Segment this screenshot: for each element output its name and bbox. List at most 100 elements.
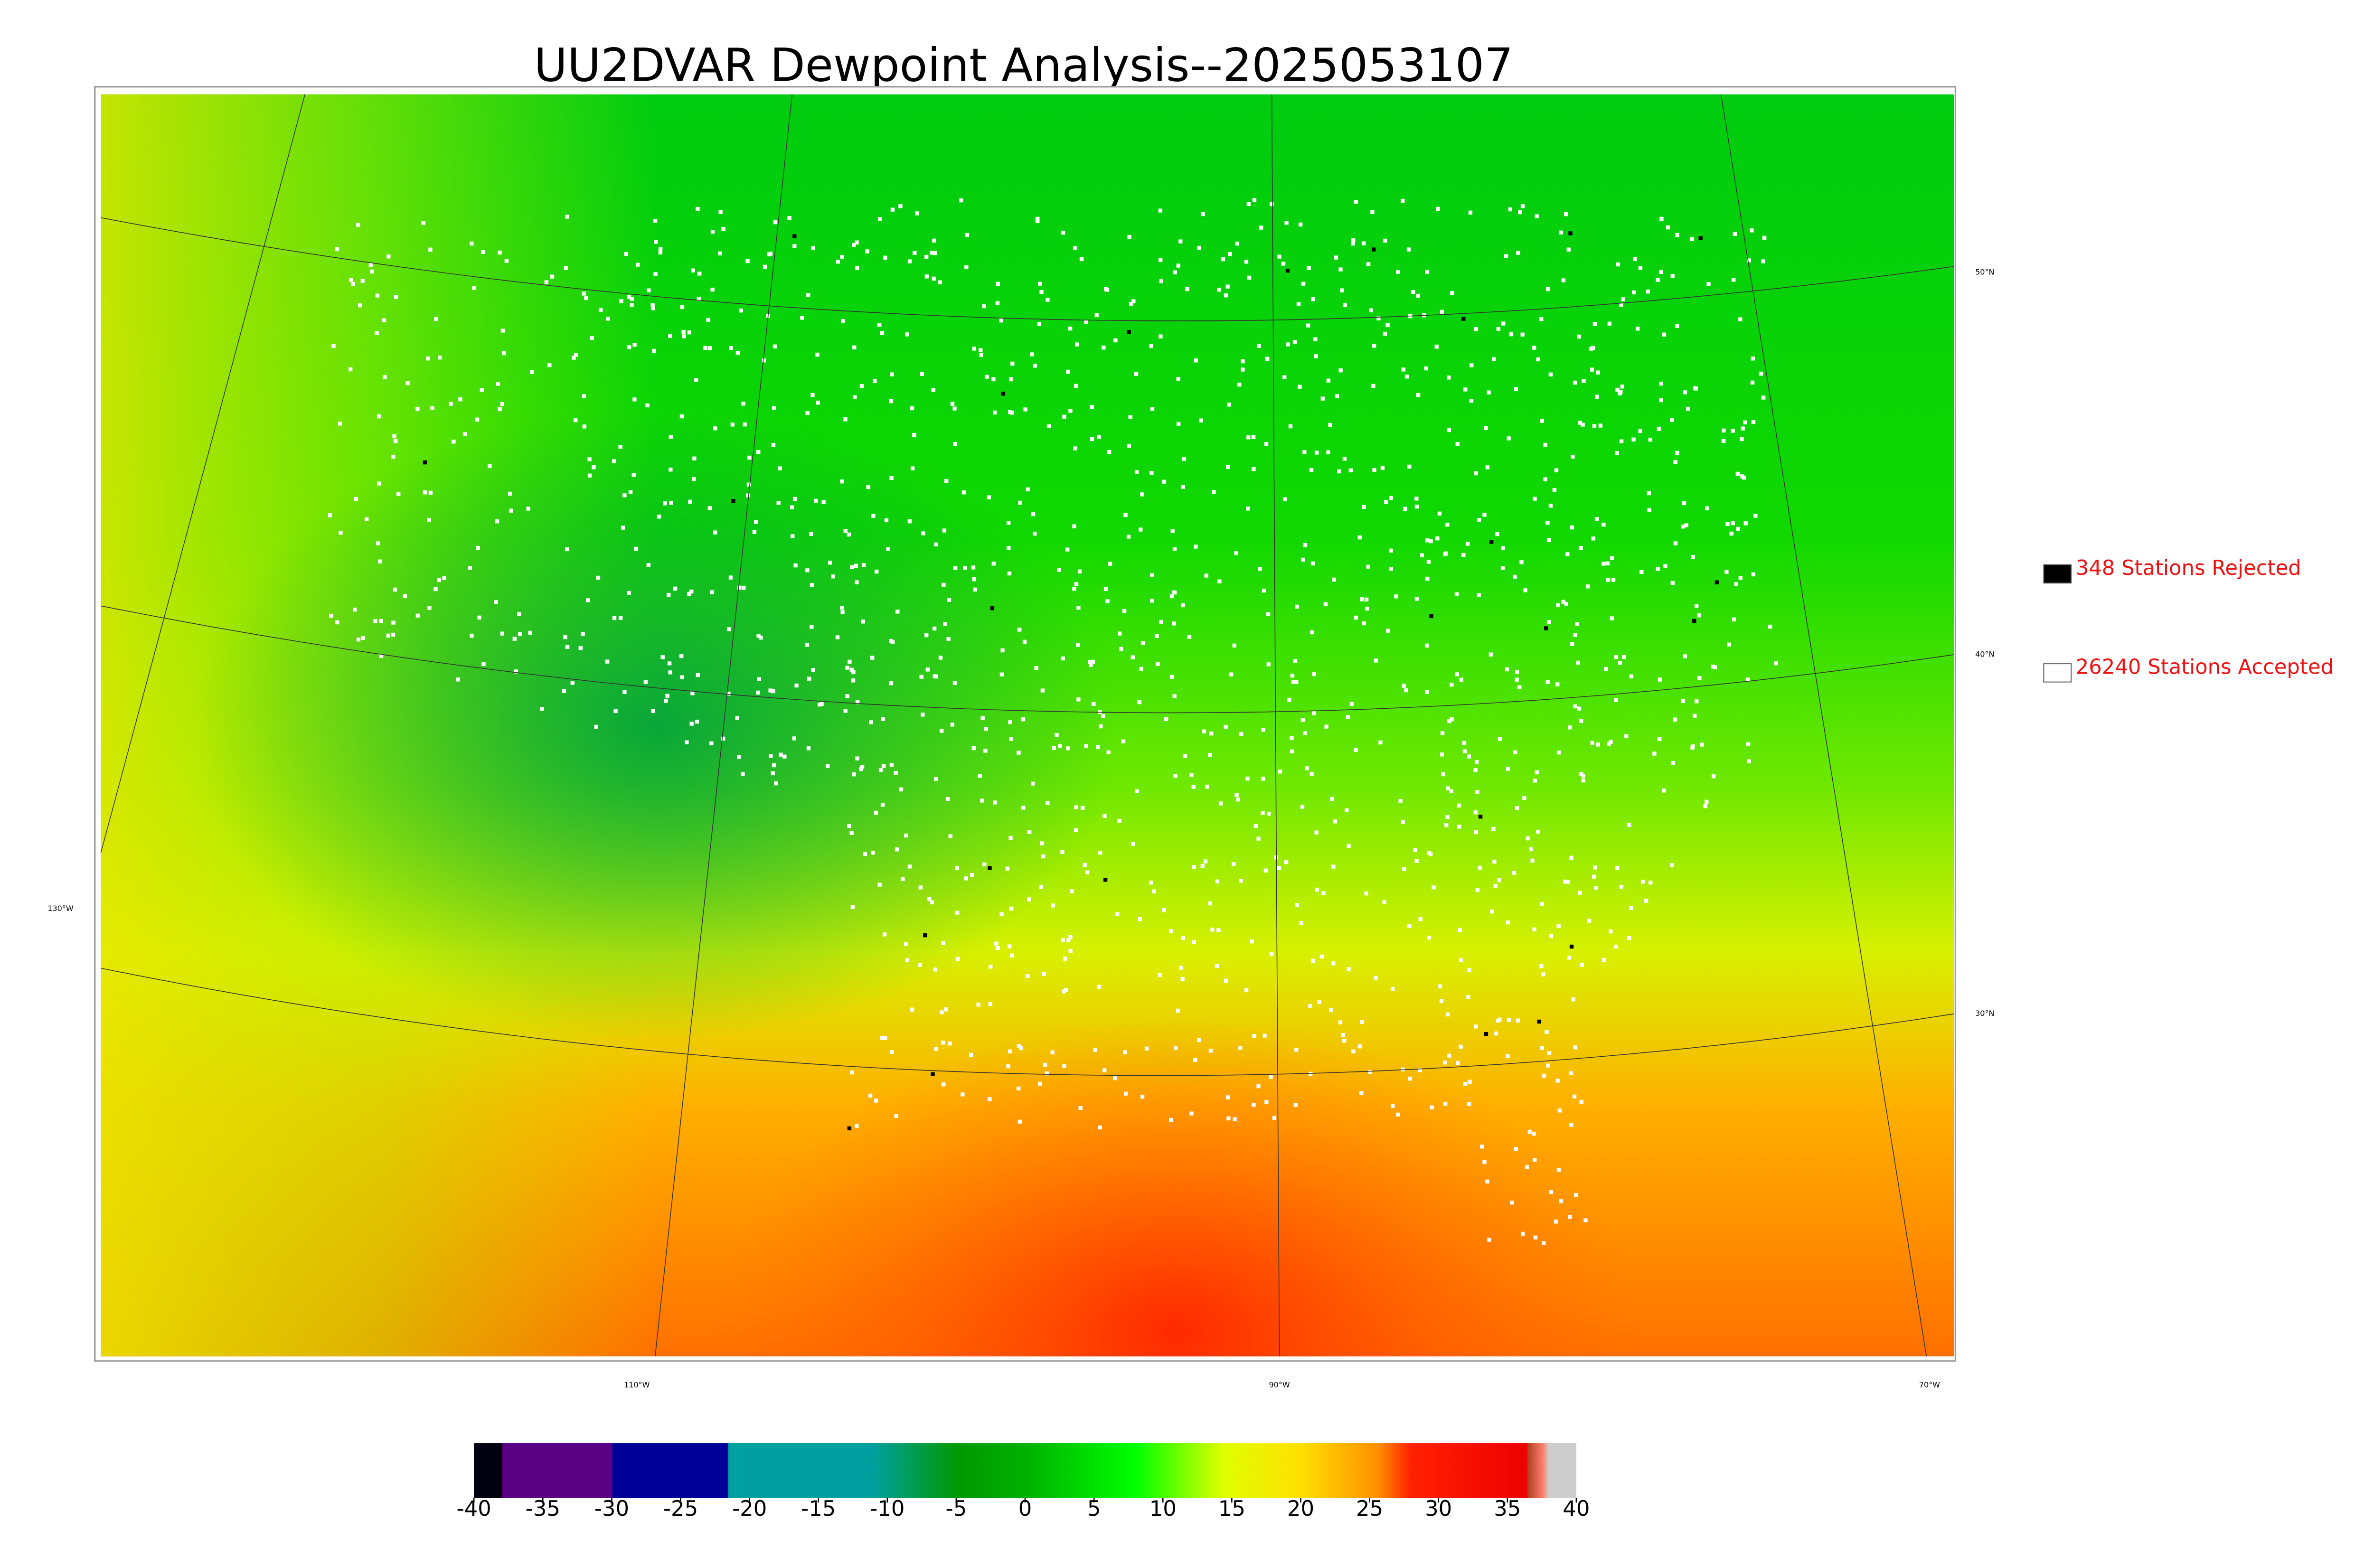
station-marker — [1549, 1190, 1553, 1194]
station-marker — [1217, 579, 1222, 583]
station-marker — [787, 216, 791, 220]
station-marker — [1579, 719, 1583, 723]
station-marker — [1556, 924, 1561, 928]
station-marker — [370, 269, 375, 274]
station-marker — [514, 669, 518, 674]
station-marker — [1465, 542, 1470, 546]
station-marker — [621, 526, 625, 530]
station-marker — [428, 490, 433, 495]
station-marker — [1105, 288, 1110, 292]
station-marker — [1638, 429, 1642, 433]
station-marker — [329, 613, 333, 618]
station-marker — [1750, 380, 1755, 385]
station-marker — [378, 559, 382, 563]
station-marker — [726, 627, 731, 631]
station-marker — [800, 316, 804, 320]
station-marker — [1459, 677, 1463, 682]
station-marker — [1320, 396, 1325, 401]
station-marker — [1228, 252, 1232, 256]
station-marker — [1225, 1095, 1230, 1099]
station-marker — [665, 694, 669, 698]
station-marker — [582, 394, 586, 398]
station-marker — [1632, 290, 1636, 295]
station-marker — [635, 263, 640, 267]
station-marker — [982, 862, 987, 867]
station-marker — [633, 546, 638, 551]
station-marker — [924, 274, 929, 279]
station-marker — [1619, 390, 1623, 394]
station-marker — [880, 331, 885, 335]
station-marker — [668, 670, 672, 675]
station-marker — [1309, 772, 1314, 776]
station-marker — [1482, 1160, 1487, 1164]
station-marker — [1277, 866, 1281, 870]
station-marker — [941, 940, 946, 945]
station-marker — [1257, 344, 1261, 348]
station-marker — [376, 541, 380, 545]
station-marker — [1152, 889, 1156, 893]
station-marker — [1239, 879, 1243, 883]
station-marker — [1159, 334, 1163, 338]
station-marker — [726, 691, 731, 696]
station-marker — [860, 765, 865, 769]
station-marker — [1374, 658, 1378, 663]
station-marker — [1619, 439, 1624, 443]
station-marker — [1414, 497, 1419, 501]
station-marker — [869, 720, 873, 724]
station-marker — [841, 319, 845, 323]
station-marker — [1300, 805, 1305, 809]
station-marker — [1639, 570, 1644, 574]
station-marker — [899, 787, 904, 792]
station-marker — [668, 334, 672, 338]
station-marker — [606, 317, 610, 321]
station-marker — [1281, 262, 1286, 266]
station-marker — [894, 770, 898, 775]
station-marker — [1006, 1064, 1010, 1069]
station-marker — [713, 426, 717, 431]
station-marker — [501, 351, 506, 356]
station-marker — [1159, 279, 1163, 283]
station-marker — [820, 702, 824, 706]
station-marker — [1192, 865, 1196, 869]
station-marker — [1413, 848, 1417, 852]
station-marker — [1455, 672, 1459, 676]
station-marker — [1172, 694, 1177, 698]
colorbar-tick-label: 20 — [1287, 1496, 1314, 1521]
station-marker — [791, 534, 795, 538]
station-marker — [1383, 238, 1387, 243]
station-marker — [1062, 1064, 1066, 1068]
station-marker — [1740, 474, 1744, 479]
station-marker — [495, 519, 499, 524]
station-marker — [769, 754, 773, 758]
station-marker — [673, 586, 678, 591]
station-marker — [984, 727, 988, 731]
station-marker — [934, 777, 938, 781]
station-marker — [993, 800, 997, 805]
station-marker — [1216, 288, 1221, 292]
station-marker — [562, 689, 566, 693]
station-marker — [849, 831, 854, 835]
station-marker — [1513, 574, 1517, 579]
graticule-line — [100, 94, 306, 853]
station-marker — [373, 619, 377, 623]
station-marker — [1488, 652, 1493, 657]
station-marker — [339, 530, 343, 535]
station-marker — [1725, 522, 1730, 526]
station-marker — [1156, 662, 1160, 667]
station-marker — [1033, 531, 1037, 536]
station-marker — [1326, 378, 1331, 383]
station-marker — [1574, 1192, 1578, 1197]
station-marker — [735, 350, 740, 355]
station-marker — [1235, 241, 1240, 246]
station-marker — [1361, 241, 1366, 245]
station-marker — [1360, 1020, 1365, 1024]
station-marker — [1324, 724, 1328, 729]
station-marker — [1329, 1007, 1333, 1012]
station-marker — [946, 637, 951, 641]
station-marker — [1539, 964, 1544, 968]
station-marker — [1241, 367, 1245, 372]
station-marker — [488, 464, 492, 468]
station-marker — [584, 296, 588, 300]
station-marker — [961, 490, 966, 495]
station-marker — [953, 566, 958, 571]
